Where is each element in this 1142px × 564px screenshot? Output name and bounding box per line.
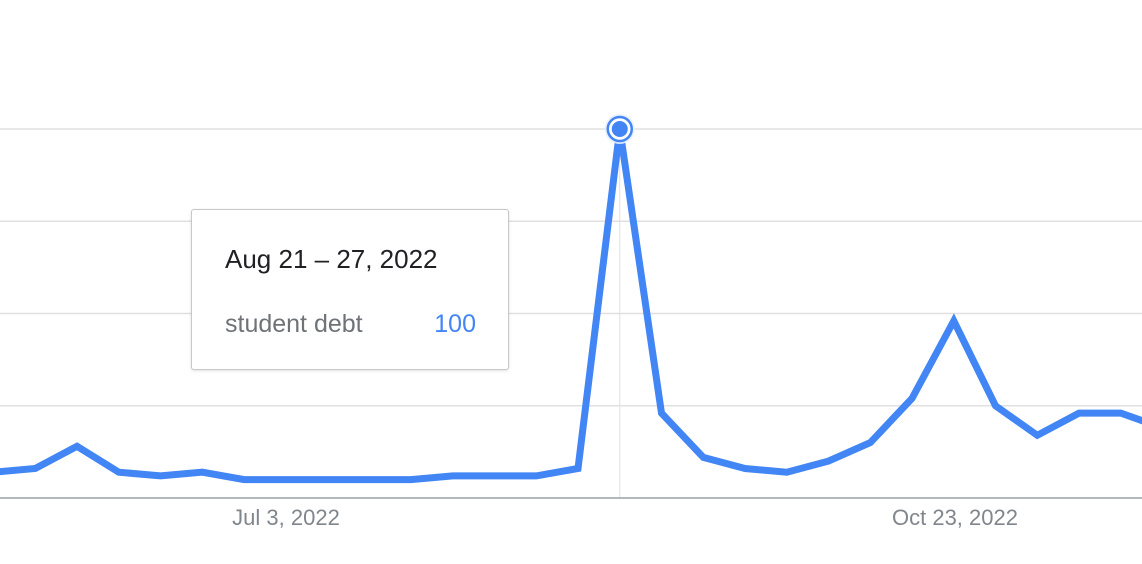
- data-tooltip: Aug 21 – 27, 2022 student debt 100: [191, 209, 509, 370]
- data-points: [0, 126, 1142, 483]
- highlight-dot: [611, 121, 628, 137]
- x-tick-label-oct-23: Oct 23, 2022: [892, 505, 1018, 530]
- tooltip-value: 100: [434, 310, 476, 338]
- series-line-student-debt: [0, 128, 1142, 484]
- tooltip-series-label: student debt: [225, 310, 363, 338]
- x-tick-label-jul-3: Jul 3, 2022: [232, 505, 340, 530]
- gridlines: [0, 128, 1142, 407]
- highlight-marker: [604, 114, 635, 144]
- x-tick-labels: Jul 3, 2022 Oct 23, 2022: [232, 505, 1018, 530]
- tooltip-date: Aug 21 – 27, 2022: [225, 244, 438, 274]
